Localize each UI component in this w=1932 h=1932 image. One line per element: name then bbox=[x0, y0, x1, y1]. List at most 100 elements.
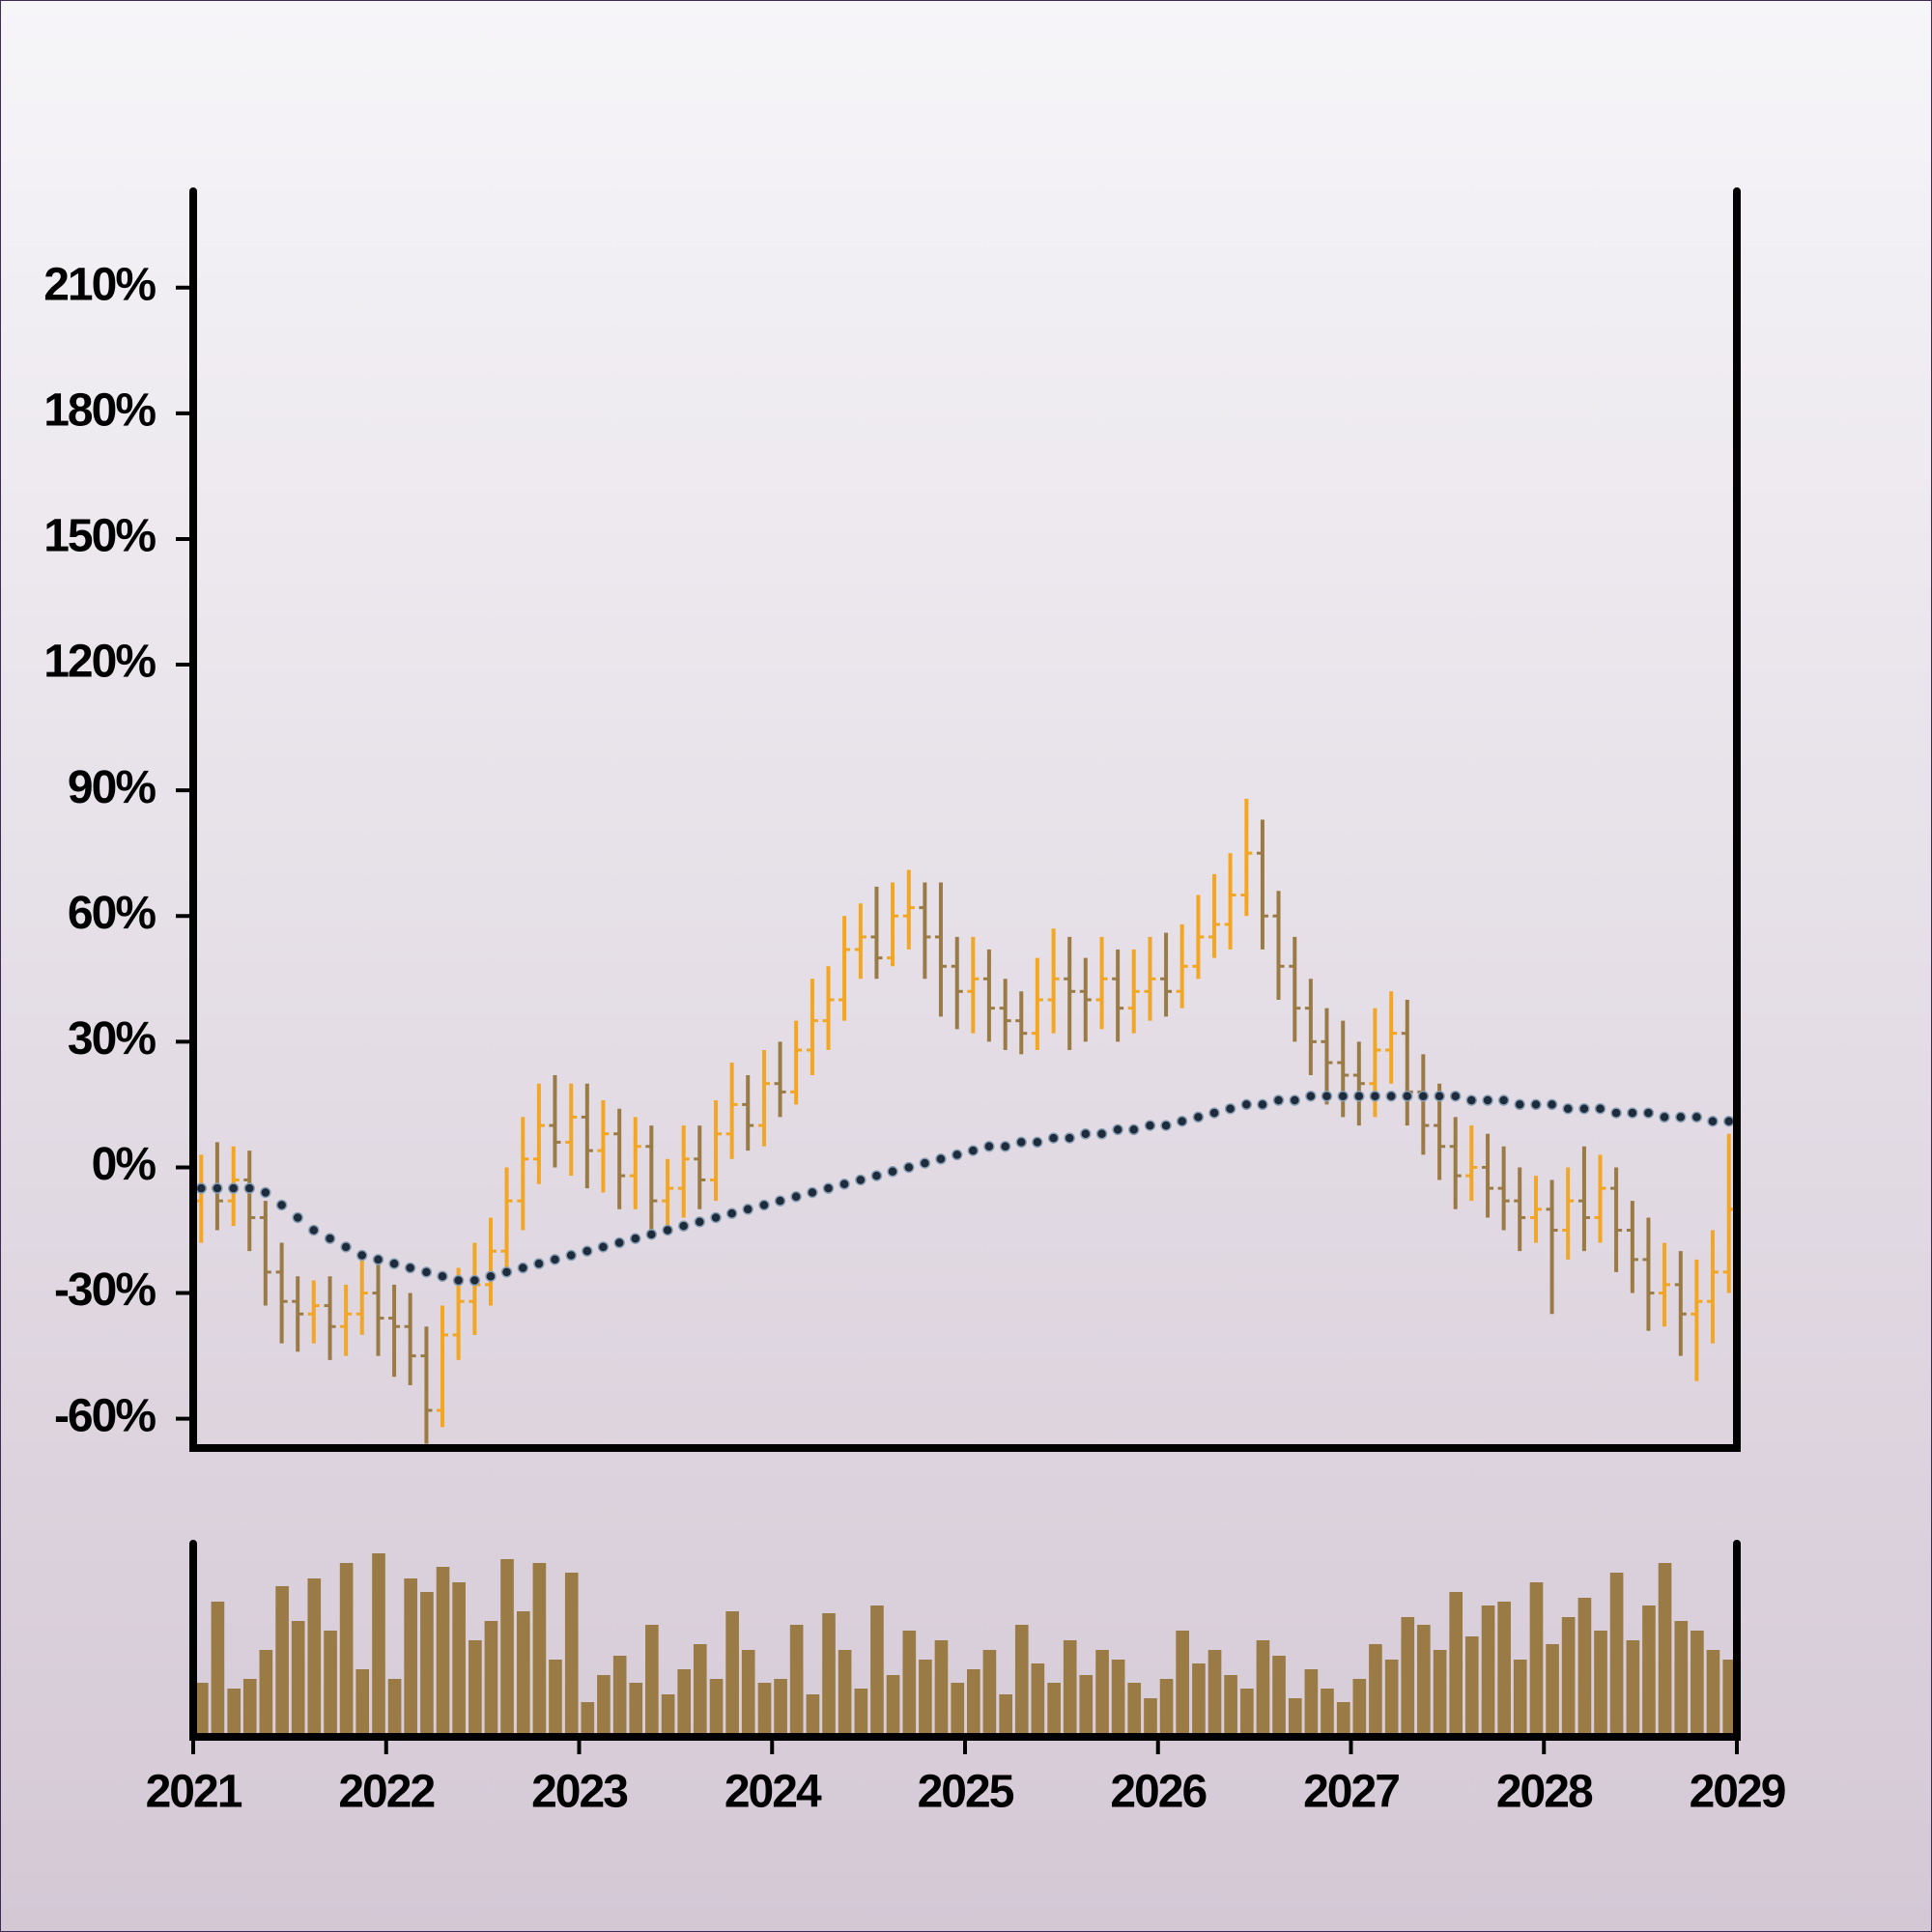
moving-average-dot bbox=[1289, 1094, 1301, 1106]
moving-average-dot bbox=[613, 1236, 625, 1249]
moving-average-dot bbox=[260, 1186, 271, 1199]
moving-average-dot bbox=[1610, 1107, 1622, 1119]
moving-average-dot bbox=[1144, 1120, 1156, 1131]
volume-bar bbox=[870, 1605, 884, 1737]
moving-average-dot bbox=[355, 1249, 368, 1262]
moving-average-dot bbox=[469, 1274, 481, 1287]
volume-bar bbox=[693, 1644, 707, 1737]
volume-bar bbox=[1288, 1698, 1302, 1737]
moving-average-dot bbox=[1305, 1090, 1317, 1102]
y-tick-label: 30% bbox=[68, 1013, 156, 1065]
moving-average-dot bbox=[951, 1149, 963, 1161]
volume-bar bbox=[1594, 1631, 1607, 1737]
moving-average-dot bbox=[308, 1224, 320, 1236]
moving-average-dot bbox=[324, 1233, 336, 1244]
moving-average-dot bbox=[1594, 1102, 1606, 1115]
moving-average-dot bbox=[710, 1211, 722, 1224]
moving-average-dot bbox=[1064, 1132, 1075, 1144]
volume-bar bbox=[1722, 1660, 1737, 1737]
volume-bar bbox=[902, 1631, 917, 1737]
x-tick-label: 2025 bbox=[918, 1767, 1014, 1818]
volume-bar bbox=[919, 1660, 932, 1737]
moving-average-dot bbox=[694, 1216, 706, 1228]
moving-average-dot bbox=[533, 1258, 545, 1269]
volume-bar bbox=[1159, 1679, 1174, 1737]
moving-average-dot bbox=[774, 1195, 786, 1207]
x-tick-label: 2028 bbox=[1496, 1767, 1593, 1818]
volume-bar bbox=[1321, 1689, 1334, 1737]
volume-bar bbox=[275, 1586, 289, 1737]
y-tick-label: 90% bbox=[68, 762, 156, 813]
moving-average-dot bbox=[1272, 1094, 1285, 1106]
x-tick-label: 2022 bbox=[338, 1767, 434, 1818]
moving-average-dot bbox=[340, 1241, 352, 1253]
moving-average-dot bbox=[725, 1208, 738, 1219]
volume-bar bbox=[806, 1694, 820, 1737]
moving-average-dot bbox=[275, 1199, 288, 1211]
volume-bar bbox=[854, 1689, 868, 1737]
moving-average-dot bbox=[1482, 1094, 1493, 1106]
volume-bar bbox=[372, 1553, 385, 1737]
moving-average-dot bbox=[983, 1141, 995, 1152]
volume-bar bbox=[1192, 1663, 1206, 1737]
volume-bar bbox=[741, 1650, 755, 1737]
y-tick-label: 150% bbox=[43, 511, 156, 562]
moving-average-dot bbox=[1080, 1128, 1092, 1140]
moving-average-dot bbox=[485, 1270, 497, 1282]
moving-average-dot bbox=[1224, 1102, 1236, 1115]
moving-average-dot bbox=[227, 1182, 240, 1194]
volume-bar bbox=[1031, 1663, 1045, 1737]
volume-bar bbox=[1176, 1631, 1189, 1737]
volume-bar bbox=[324, 1631, 337, 1737]
volume-bar bbox=[1063, 1640, 1077, 1737]
volume-bar bbox=[1546, 1644, 1559, 1737]
y-tick-label: 60% bbox=[68, 888, 156, 939]
volume-bar bbox=[339, 1563, 354, 1737]
volume-bar bbox=[1449, 1592, 1463, 1737]
moving-average-dot bbox=[500, 1266, 513, 1278]
moving-average-dot bbox=[758, 1199, 770, 1211]
volume-bar bbox=[469, 1640, 482, 1737]
moving-average-dot bbox=[919, 1157, 931, 1169]
x-tick-label: 2024 bbox=[724, 1767, 822, 1818]
volume-bar bbox=[549, 1660, 562, 1737]
moving-average-dot bbox=[662, 1224, 673, 1236]
volume-bar bbox=[1561, 1617, 1576, 1737]
moving-average-dot bbox=[452, 1274, 465, 1287]
moving-average-dot bbox=[677, 1220, 690, 1232]
volume-bar bbox=[1481, 1605, 1495, 1737]
volume-bar bbox=[1240, 1689, 1254, 1737]
moving-average-dot bbox=[388, 1258, 400, 1269]
y-tick-label: -30% bbox=[54, 1264, 156, 1316]
moving-average-dot bbox=[1675, 1111, 1687, 1123]
x-tick-label: 2023 bbox=[531, 1767, 627, 1818]
moving-average-dot bbox=[855, 1174, 867, 1186]
volume-bar bbox=[597, 1675, 611, 1737]
volume-bar bbox=[1256, 1640, 1270, 1737]
moving-average-dot bbox=[243, 1182, 256, 1194]
moving-average-dot bbox=[935, 1153, 947, 1165]
moving-average-dot bbox=[1127, 1123, 1140, 1136]
moving-average-dot bbox=[372, 1254, 384, 1265]
volume-bar bbox=[982, 1650, 997, 1737]
moving-average-dot bbox=[870, 1170, 883, 1181]
volume-bar bbox=[307, 1578, 322, 1737]
y-tick-label: 210% bbox=[43, 259, 156, 310]
volume-bar bbox=[1658, 1563, 1672, 1737]
volume-bar bbox=[1047, 1683, 1061, 1737]
volume-bar bbox=[612, 1656, 627, 1737]
volume-bar bbox=[452, 1582, 466, 1737]
moving-average-dot bbox=[645, 1229, 658, 1240]
volume-bar bbox=[757, 1683, 772, 1737]
moving-average-dot bbox=[1578, 1102, 1590, 1115]
y-tick-label: 120% bbox=[43, 637, 156, 688]
moving-average-dot bbox=[1112, 1123, 1123, 1136]
volume-bar bbox=[387, 1679, 402, 1737]
volume-bar bbox=[1304, 1669, 1319, 1737]
volume-bar bbox=[1497, 1602, 1511, 1737]
volume-bar bbox=[484, 1621, 498, 1737]
moving-average-dot bbox=[967, 1145, 980, 1156]
volume-bar bbox=[677, 1669, 692, 1737]
volume-bar bbox=[1464, 1636, 1479, 1737]
volume-bar bbox=[516, 1611, 530, 1737]
